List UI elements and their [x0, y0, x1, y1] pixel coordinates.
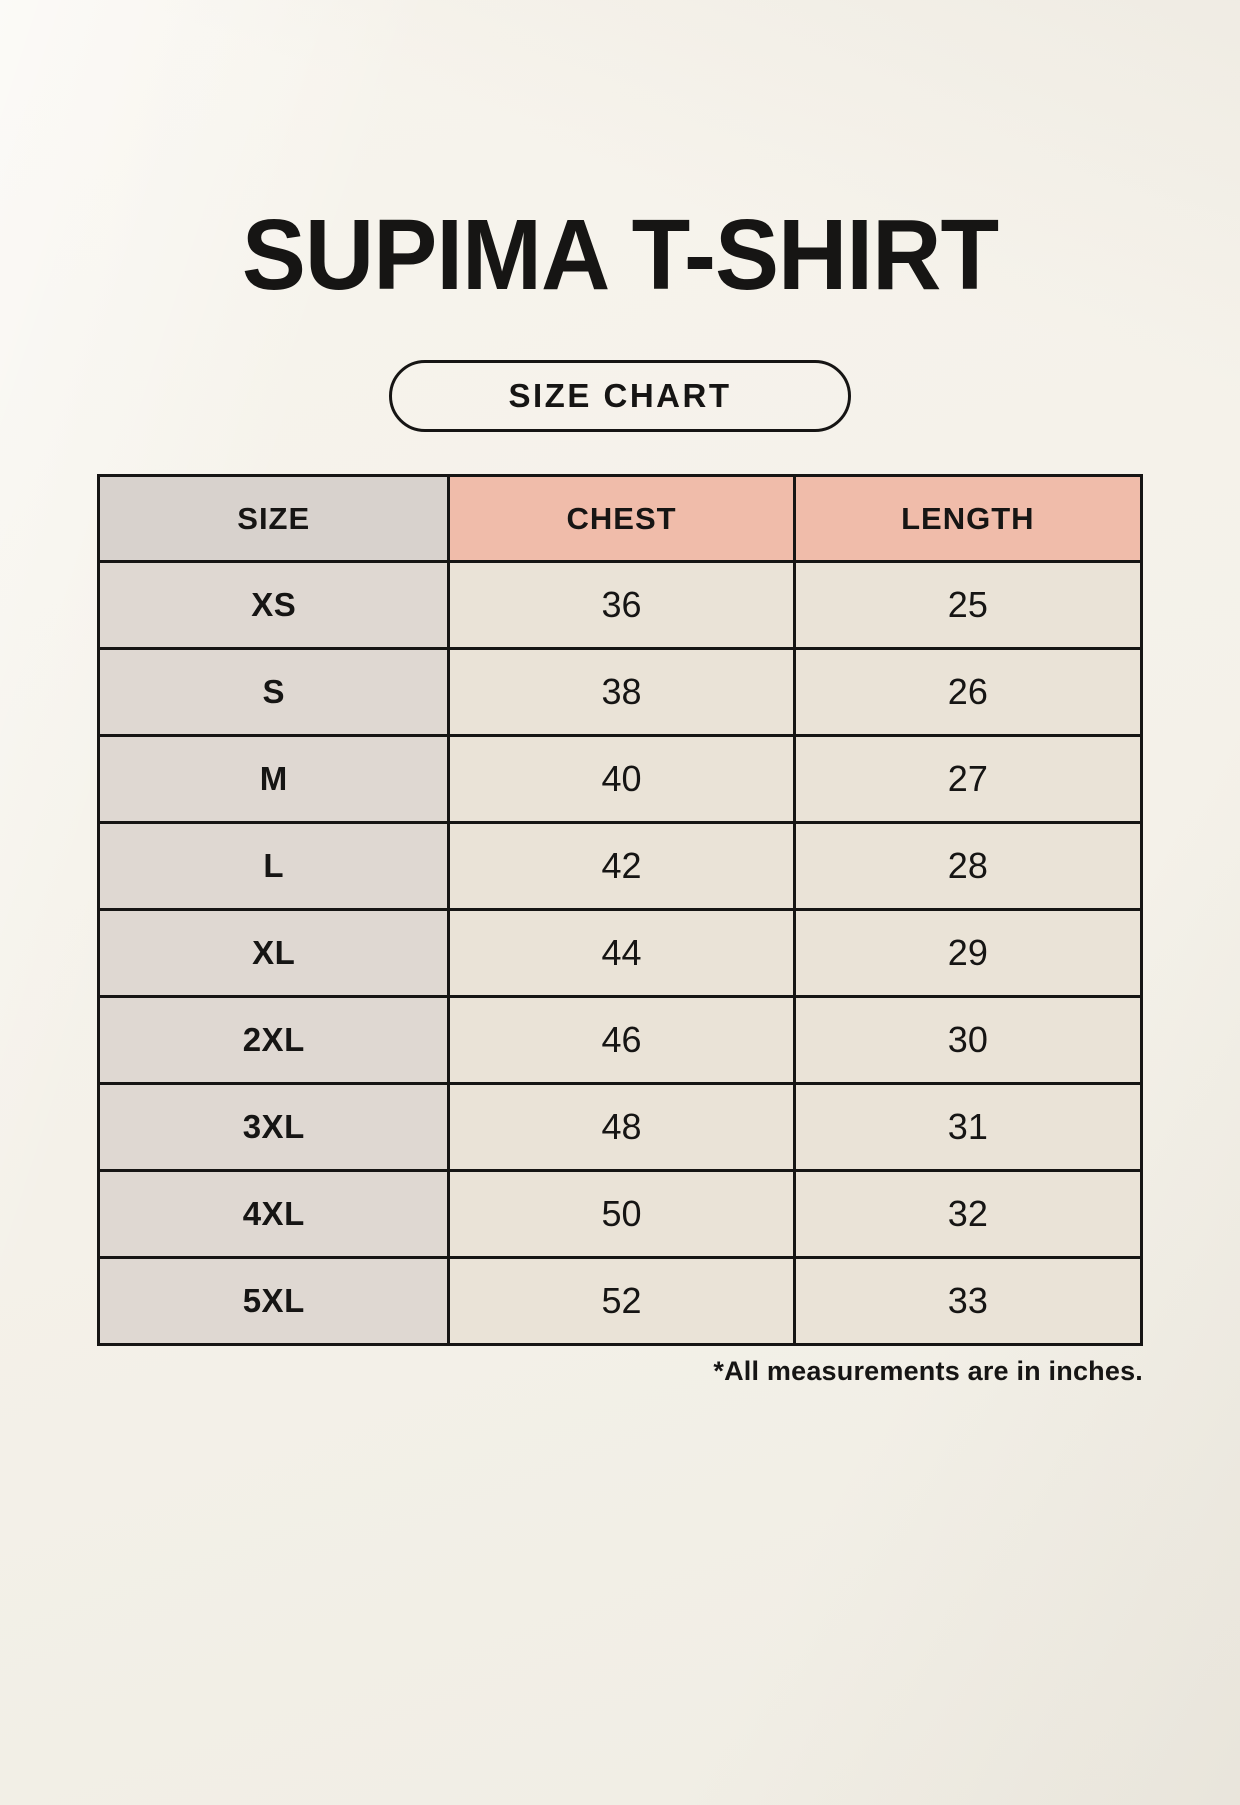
size-label: 5XL: [96, 1256, 451, 1346]
chest-value: 50: [447, 1169, 796, 1259]
length-value: 29: [792, 908, 1144, 998]
chest-value: 48: [447, 1082, 796, 1172]
size-label: XS: [96, 560, 451, 650]
column-header-length: LENGTH: [792, 474, 1144, 563]
length-value: 31: [792, 1082, 1144, 1172]
chest-value: 42: [447, 821, 796, 911]
table-header-row: SIZE CHEST LENGTH: [96, 474, 1144, 563]
size-label: L: [96, 821, 451, 911]
size-label: 3XL: [96, 1082, 451, 1172]
chest-value: 46: [447, 995, 796, 1085]
page-title: SUPIMA T-SHIRT: [241, 199, 999, 311]
length-value: 32: [792, 1169, 1144, 1259]
chest-value: 40: [447, 734, 796, 824]
size-chart-table: SIZE CHEST LENGTH XS 36 25 S 38 26 M 40 …: [96, 474, 1144, 1346]
length-value: 27: [792, 734, 1144, 824]
table-row: 4XL 50 32: [96, 1169, 1144, 1259]
column-header-size: SIZE: [96, 474, 451, 563]
table-row: S 38 26: [96, 647, 1144, 737]
measurements-footnote: *All measurements are in inches.: [713, 1356, 1143, 1386]
table-row: 5XL 52 33: [96, 1256, 1144, 1346]
column-header-chest: CHEST: [447, 474, 796, 563]
table-row: XS 36 25: [96, 560, 1144, 650]
table-row: M 40 27: [96, 734, 1144, 824]
chest-value: 44: [447, 908, 796, 998]
length-value: 33: [792, 1256, 1144, 1346]
size-label: S: [96, 647, 451, 737]
table-row: L 42 28: [96, 821, 1144, 911]
length-value: 25: [792, 560, 1144, 650]
chest-value: 36: [447, 560, 796, 650]
size-label: XL: [96, 908, 451, 998]
size-label: 4XL: [96, 1169, 451, 1259]
size-chart-button-label: SIZE CHART: [508, 377, 732, 414]
size-label: 2XL: [96, 995, 451, 1085]
length-value: 28: [792, 821, 1144, 911]
table-row: 3XL 48 31: [96, 1082, 1144, 1172]
chest-value: 52: [447, 1256, 796, 1346]
table-row: 2XL 46 30: [96, 995, 1144, 1085]
size-label: M: [96, 734, 451, 824]
chest-value: 38: [447, 647, 796, 737]
size-chart-button[interactable]: SIZE CHART: [389, 360, 851, 432]
length-value: 26: [792, 647, 1144, 737]
table-row: XL 44 29: [96, 908, 1144, 998]
length-value: 30: [792, 995, 1144, 1085]
